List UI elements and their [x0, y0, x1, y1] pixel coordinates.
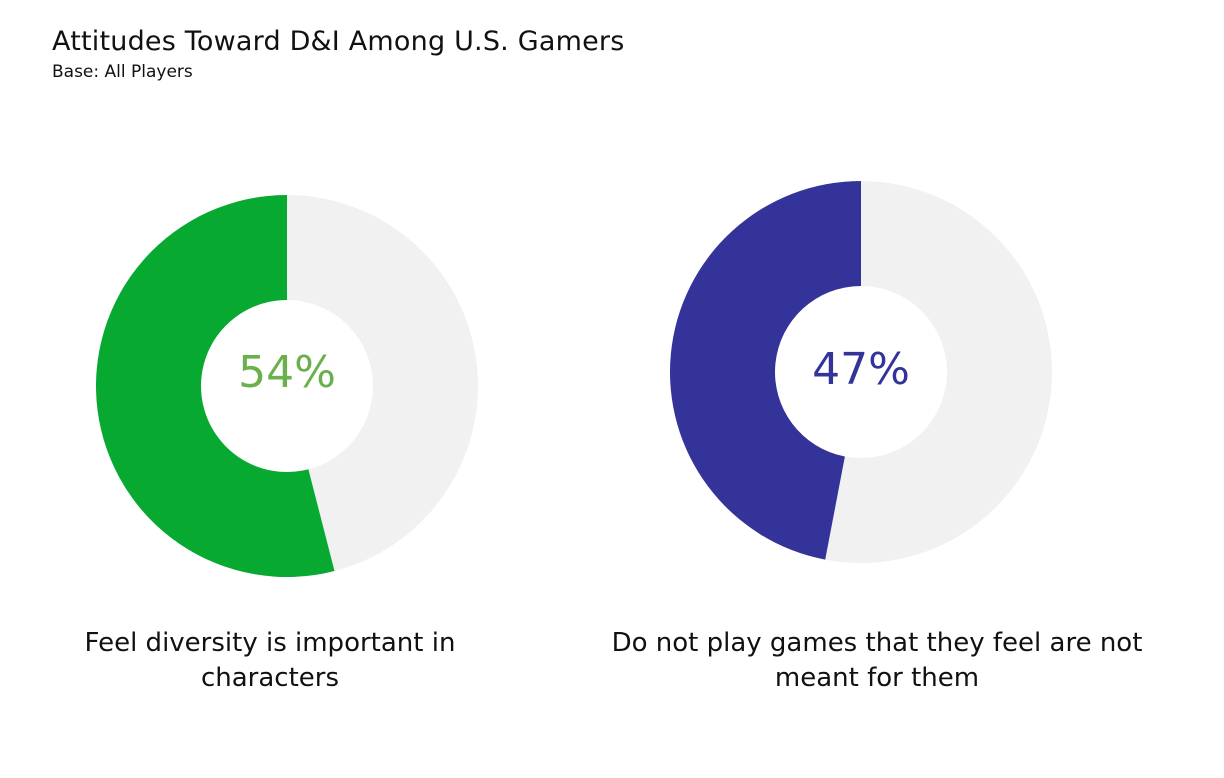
- donut-not-meant-value-slice: [670, 181, 861, 560]
- donut-caption: Feel diversity is important in character…: [84, 628, 456, 693]
- chart-subtitle: Base: All Players: [52, 62, 193, 82]
- donut-chart-diversity: 54%: [96, 195, 478, 577]
- donut-chart-not-meant: 47%: [670, 181, 1052, 563]
- donut-center-value: 47%: [812, 344, 910, 395]
- donut-svg-not-meant: [670, 181, 1052, 563]
- donut-diversity-value-slice: [96, 195, 335, 577]
- donut-svg-diversity: [96, 195, 478, 577]
- donut-caption: Do not play games that they feel are not…: [611, 628, 1143, 693]
- chart-title: Attitudes Toward D&I Among U.S. Gamers: [52, 26, 625, 57]
- donut-center-value: 54%: [238, 347, 336, 398]
